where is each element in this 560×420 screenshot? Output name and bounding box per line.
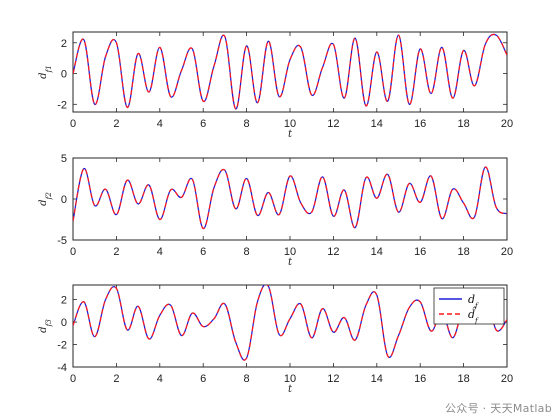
watermark-text: 公众号 · 天天Matlab	[444, 402, 552, 415]
x-tick-label-1-9: 18	[457, 118, 469, 130]
x-tick-label-3-1: 2	[113, 373, 119, 385]
estimate-line-3	[73, 285, 507, 361]
x-axis-label-3: t	[288, 384, 293, 395]
x-tick-label-1-0: 0	[70, 118, 76, 130]
x-tick-label-2-6: 12	[327, 246, 339, 258]
x-tick-label-2-3: 6	[200, 246, 206, 258]
legend-box	[433, 287, 505, 325]
y-tick-label-2-1: 0	[61, 194, 67, 206]
x-axis-label-2: t	[288, 257, 293, 268]
x-tick-label-2-0: 0	[70, 246, 76, 258]
legend-label-2: d̂f	[468, 307, 479, 325]
legend: dfd̂f	[433, 287, 505, 325]
x-tick-label-2-5: 10	[284, 246, 296, 258]
y-tick-label-3-1: -2	[57, 340, 67, 352]
x-tick-label-3-8: 16	[414, 373, 426, 385]
x-tick-label-1-7: 14	[371, 118, 383, 130]
plot-area-2	[72, 157, 508, 241]
y-tick-label-3-3: 2	[61, 295, 67, 307]
x-tick-label-2-10: 20	[501, 246, 513, 258]
y-tick-label-2-2: 5	[61, 153, 67, 165]
y-tick-label-3-2: 0	[61, 317, 67, 329]
y-tick-label-3-0: -4	[57, 362, 67, 374]
y-axis-label-2: df2	[38, 192, 53, 206]
x-tick-label-3-10: 20	[501, 373, 513, 385]
x-axis-label-1: t	[288, 129, 293, 140]
x-tick-label-3-5: 10	[284, 373, 296, 385]
x-tick-label-3-0: 0	[70, 373, 76, 385]
y-tick-label-1-0: -2	[57, 99, 67, 111]
x-tick-label-2-4: 8	[244, 246, 250, 258]
x-tick-label-1-5: 10	[284, 118, 296, 130]
x-tick-label-2-7: 14	[371, 246, 383, 258]
subplot-3: 0 2 4 6 8 10 12 14 16 18 20 -4 -2 0 2 t df3 dfd̂f	[38, 284, 513, 395]
y-axis-label-3: df3	[38, 319, 53, 333]
x-tick-label-1-8: 16	[414, 118, 426, 130]
x-tick-label-1-4: 8	[244, 118, 250, 130]
y-tick-label-2-0: -5	[57, 235, 67, 247]
x-tick-label-1-2: 4	[157, 118, 163, 130]
x-tick-label-3-2: 4	[157, 373, 163, 385]
x-tick-label-1-6: 12	[327, 118, 339, 130]
x-tick-label-3-9: 18	[457, 373, 469, 385]
x-tick-label-3-3: 6	[200, 373, 206, 385]
estimate-line-1	[73, 33, 507, 110]
x-tick-label-3-6: 12	[327, 373, 339, 385]
x-tick-label-1-1: 2	[113, 118, 119, 130]
x-tick-label-2-9: 18	[457, 246, 469, 258]
x-tick-label-2-1: 2	[113, 246, 119, 258]
y-axis-label-1: df1	[38, 65, 53, 79]
x-tick-label-2-8: 16	[414, 246, 426, 258]
y-tick-label-1-2: 2	[61, 38, 67, 50]
plot-area-1	[72, 31, 508, 113]
y-tick-label-1-1: 0	[61, 69, 67, 81]
x-tick-label-3-7: 14	[371, 373, 383, 385]
estimate-line-2	[73, 166, 507, 230]
x-tick-label-1-3: 6	[200, 118, 206, 130]
x-tick-label-2-2: 4	[157, 246, 163, 258]
x-tick-label-3-4: 8	[244, 373, 250, 385]
legend-label-1: df	[468, 293, 479, 310]
x-tick-label-1-10: 20	[501, 118, 513, 130]
